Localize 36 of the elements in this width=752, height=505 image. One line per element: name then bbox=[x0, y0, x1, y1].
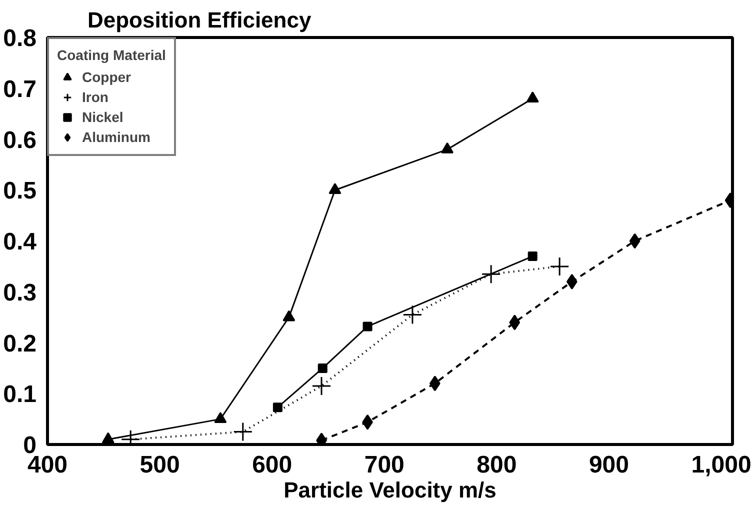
x-tick-label: 900 bbox=[588, 452, 629, 478]
point bbox=[509, 314, 520, 330]
y-tick-label: 0.4 bbox=[3, 228, 38, 256]
chart-title: Deposition Efficiency bbox=[88, 8, 312, 32]
point bbox=[629, 233, 640, 249]
point bbox=[441, 142, 454, 154]
y-tick-label: 0.3 bbox=[3, 279, 37, 306]
y-tick-label: 0.5 bbox=[3, 178, 37, 205]
point bbox=[550, 256, 570, 276]
legend-title: Coating Material bbox=[57, 47, 166, 63]
y-tick-label: 0.2 bbox=[3, 330, 37, 358]
y-tick-label: 0.1 bbox=[3, 381, 37, 408]
point bbox=[481, 264, 501, 284]
x-tick-label: 600 bbox=[252, 452, 292, 478]
x-axis-title: Particle Velocity m/s bbox=[284, 478, 496, 502]
legend-label: Aluminum bbox=[82, 128, 150, 146]
point bbox=[402, 305, 422, 325]
point bbox=[318, 363, 328, 373]
point bbox=[528, 252, 538, 262]
x-tick-label: 500 bbox=[140, 452, 180, 478]
point bbox=[282, 310, 296, 322]
point bbox=[526, 91, 539, 102]
y-tick-label: 0.6 bbox=[3, 126, 37, 154]
point bbox=[328, 183, 342, 194]
legend-label: Iron bbox=[82, 88, 108, 106]
x-tick-label: 800 bbox=[476, 452, 517, 478]
point bbox=[272, 402, 282, 412]
x-tick-label: 700 bbox=[364, 452, 404, 478]
x-tick-label: 1,000 bbox=[691, 452, 752, 478]
legend-label: Nickel bbox=[82, 108, 124, 126]
point bbox=[233, 422, 253, 442]
point bbox=[312, 376, 332, 396]
y-tick-label: 0.7 bbox=[3, 76, 37, 103]
point bbox=[362, 322, 372, 332]
y-tick-label: 0.8 bbox=[3, 25, 37, 52]
legend-label: Copper bbox=[82, 68, 131, 86]
